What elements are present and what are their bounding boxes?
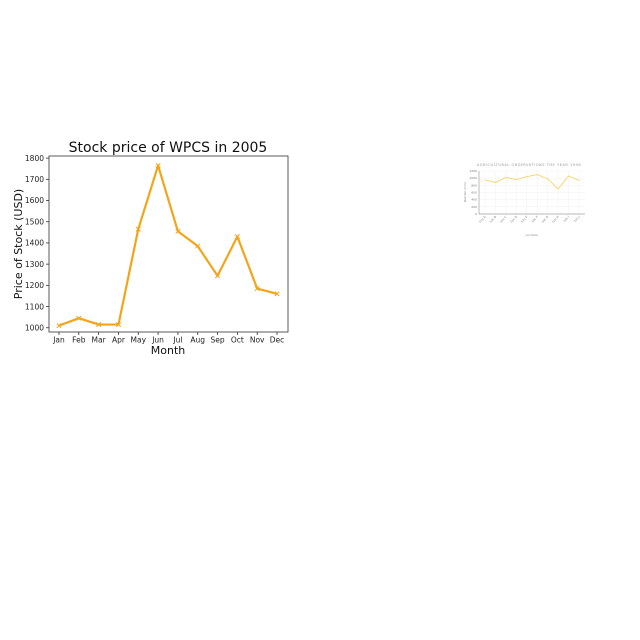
data-point xyxy=(155,162,161,169)
mini-data-point xyxy=(547,178,549,180)
mini-y-tick-label: 800 xyxy=(471,183,477,187)
mini-data-point xyxy=(568,175,570,177)
x-axis-label: Month xyxy=(151,344,186,357)
x-tick-label: Nov xyxy=(250,336,265,345)
y-tick-label: 1100 xyxy=(25,302,44,311)
mini-x-tick-label: Loc G xyxy=(541,214,550,223)
y-tick-label: 1700 xyxy=(25,175,44,184)
mini-x-axis-label: Location xyxy=(526,233,539,237)
x-tick-label: Jan xyxy=(52,336,65,345)
mini-y-tick-label: 0 xyxy=(475,212,477,216)
mini-x-tick-label: Loc H xyxy=(551,215,560,224)
mini-y-axis-label: Rainfall (mm) xyxy=(463,182,467,202)
series-path xyxy=(58,164,278,327)
y-axis-label: Price of Stock (USD) xyxy=(12,189,25,299)
y-tick-label: 1000 xyxy=(25,323,44,332)
data-point xyxy=(56,323,62,329)
mini-series-path xyxy=(484,174,580,190)
x-tick-label: Sep xyxy=(210,336,224,345)
main-chart: Stock price of WPCS in 2005 1000 1100 1200… xyxy=(12,140,289,357)
data-point xyxy=(135,226,141,232)
x-tick-label: Mar xyxy=(92,336,107,345)
mini-y-tick-label: 400 xyxy=(471,198,477,202)
data-point xyxy=(195,243,201,249)
y-tick-label: 1800 xyxy=(25,154,44,163)
mini-series-line xyxy=(484,174,580,190)
mini-data-point xyxy=(526,176,528,178)
mini-x-axis: Loc A Loc B Loc C Loc D Loc E Loc F Loc G Loc H… xyxy=(478,214,581,223)
mini-y-tick-label: 1000 xyxy=(469,176,477,180)
mini-x-tick-label: Loc E xyxy=(520,215,529,224)
chart-title: Stock price of WPCS in 2005 xyxy=(69,140,268,156)
data-point xyxy=(234,234,240,240)
mini-data-point xyxy=(536,174,538,176)
data-point xyxy=(175,228,181,234)
mini-data-point xyxy=(515,179,517,181)
data-point xyxy=(96,322,102,328)
mini-data-point xyxy=(505,176,507,178)
mini-x-tick-label: Loc J xyxy=(573,215,581,223)
x-tick-label: Oct xyxy=(231,336,244,345)
mini-data-point xyxy=(484,179,486,181)
x-tick-label: Apr xyxy=(112,336,126,345)
mini-chart-title: AGRICULTURAL OBSERVATIONS THE YEAR 1998 xyxy=(477,163,582,167)
mini-x-tick-label: Loc A xyxy=(478,214,487,223)
x-tick-label: Jul xyxy=(172,336,182,345)
y-tick-label: 1300 xyxy=(25,260,44,269)
x-axis: Jan Feb Mar Apr May Jun Jul Aug Sep Oct Nov Dec xyxy=(52,332,284,345)
mini-x-tick-label: Loc I xyxy=(563,215,571,223)
y-tick-label: 1400 xyxy=(25,239,44,248)
y-tick-label: 1200 xyxy=(25,281,44,290)
mini-x-tick-label: Loc F xyxy=(531,215,540,224)
series-line xyxy=(56,162,280,329)
mini-y-tick-label: 600 xyxy=(471,191,477,195)
data-point xyxy=(76,315,82,321)
y-tick-label: 1600 xyxy=(25,196,44,205)
mini-y-axis: 0 200 400 600 800 1000 1200 xyxy=(469,169,477,216)
x-tick-label: Jun xyxy=(151,336,164,345)
mini-y-tick-label: 1200 xyxy=(469,169,477,173)
y-tick-label: 1500 xyxy=(25,217,44,226)
mini-x-tick-label: Loc D xyxy=(509,214,518,223)
x-tick-label: May xyxy=(131,336,147,345)
data-point xyxy=(274,291,280,297)
data-point xyxy=(115,322,122,328)
x-tick-label: Feb xyxy=(72,336,86,345)
mini-data-point xyxy=(578,179,580,181)
mini-data-point xyxy=(494,181,496,183)
mini-chart: AGRICULTURAL OBSERVATIONS THE YEAR 1998 … xyxy=(463,163,585,237)
x-tick-label: Aug xyxy=(190,336,205,345)
mini-data-point xyxy=(557,188,559,190)
mini-x-tick-label: Loc B xyxy=(489,215,498,224)
data-point xyxy=(254,285,260,292)
data-point xyxy=(214,273,221,279)
x-tick-label: Dec xyxy=(270,336,285,345)
mini-grid xyxy=(479,170,585,215)
plot-frame xyxy=(48,155,289,333)
mini-y-tick-label: 200 xyxy=(471,205,477,209)
mini-x-tick-label: Loc C xyxy=(499,215,508,224)
y-axis: 1000 1100 1200 1300 1400 1500 1600 1700 1800 xyxy=(25,154,49,332)
